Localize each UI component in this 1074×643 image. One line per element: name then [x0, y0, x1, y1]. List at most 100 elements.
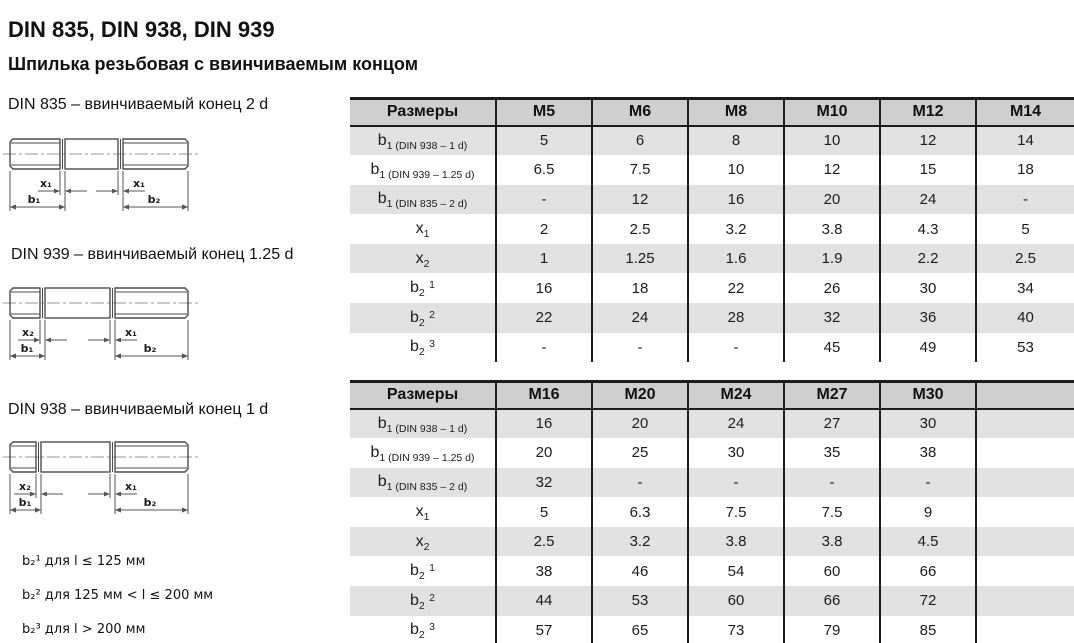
table-row: b2 2 44 53 60 66 72 [350, 586, 1074, 616]
row-label: b2 3 [350, 615, 497, 643]
col-header-sizes: Размеры [350, 97, 497, 127]
table-body: b1 (DIN 938 – 1 d) 16 20 24 27 30 b1 (DIN 939 … [350, 408, 1074, 643]
value-cell: - [784, 467, 881, 498]
row-label: b2 2 [350, 303, 497, 333]
row-label: b2 2 [350, 586, 497, 616]
col-header-M14: M14 [976, 97, 1074, 127]
row-label: b1 (DIN 939 – 1.25 d) [350, 155, 497, 185]
value-cell: 5 [496, 125, 593, 156]
row-label: x2 [350, 526, 497, 557]
table-row: b1 (DIN 939 – 1.25 d) 20 25 30 35 38 [350, 438, 1074, 468]
dim-label-b1: b₁ [28, 193, 41, 206]
value-cell: 27 [784, 408, 881, 439]
col-header-M12: M12 [880, 97, 977, 127]
page-title: DIN 835, DIN 938, DIN 939 [8, 16, 275, 42]
col-header-M30: M30 [880, 380, 977, 410]
table-row: b1 (DIN 938 – 1 d) 16 20 24 27 30 [350, 408, 1074, 439]
table-row: b2 3 57 65 73 79 85 [350, 615, 1074, 643]
value-cell: - [688, 467, 785, 498]
table-row: b1 (DIN 835 – 2 d) 32- - - - [350, 467, 1074, 498]
value-cell: 44 [496, 586, 593, 616]
value-cell: 5 [976, 214, 1074, 244]
value-cell: 30 [880, 273, 977, 304]
value-cell: 18 [976, 155, 1074, 185]
footnote-b2-2: b₂² для 125 мм < l ≤ 200 мм [22, 588, 214, 603]
row-label: b2 3 [350, 332, 497, 363]
row-label: b1 (DIN 938 – 1 d) [350, 125, 497, 156]
value-cell: 66 [784, 586, 881, 616]
din938-stud-drawing: x₂ x₁ b₁ b₂ [3, 441, 200, 514]
dimension-lines [9, 320, 189, 360]
value-cell: - [496, 332, 593, 363]
value-cell: 22 [688, 273, 785, 304]
value-cell: 30 [880, 408, 977, 439]
dim-label-x-left: x₂ [19, 480, 31, 493]
value-cell: 38 [496, 556, 593, 587]
table-body: b1 (DIN 938 – 1 d) 5 6 8 10 12 14 b1 (DIN 939 –… [350, 125, 1074, 363]
stud-outline [9, 138, 189, 170]
value-cell: 2.5 [976, 243, 1074, 274]
table-header: Размеры M5 M6 M8 M10 M12 M14 [350, 97, 1074, 127]
table-row: x1 5 6.3 7.5 7.5 9 [350, 497, 1074, 527]
col-header-M5: M5 [496, 97, 593, 127]
table-row: b1 (DIN 835 – 2 d) -12 16 20 24- [350, 184, 1074, 215]
drawing-caption-din938: DIN 938 – ввинчиваемый конец 1 d [8, 401, 269, 418]
value-cell: - [880, 467, 977, 498]
row-label: x1 [350, 214, 497, 244]
value-cell: 9 [880, 497, 977, 527]
value-cell: 10 [784, 125, 881, 156]
value-cell: 28 [688, 303, 785, 333]
value-cell: 53 [592, 586, 689, 616]
col-header-M8: M8 [688, 97, 785, 127]
value-cell: 35 [784, 438, 881, 468]
din835-stud-drawing: x₁ x₁ b₁ b₂ [3, 138, 200, 211]
value-cell: 20 [496, 438, 593, 468]
value-cell: 54 [688, 556, 785, 587]
value-cell: 46 [592, 556, 689, 587]
value-cell: - [496, 184, 593, 215]
value-cell: 25 [592, 438, 689, 468]
value-cell: 49 [880, 332, 977, 363]
dim-label-x-right: x₁ [125, 326, 137, 339]
value-cell: 6.3 [592, 497, 689, 527]
value-cell: 4.5 [880, 526, 977, 557]
col-header-M16: M16 [496, 380, 593, 410]
value-cell: 40 [976, 303, 1074, 333]
col-header-M20: M20 [592, 380, 689, 410]
value-cell: 7.5 [688, 497, 785, 527]
value-cell: 12 [880, 125, 977, 156]
dim-label-b1: b₁ [21, 342, 34, 355]
dimension-lines [9, 171, 189, 211]
value-cell: 24 [688, 408, 785, 439]
value-cell: 8 [688, 125, 785, 156]
value-cell: 3.8 [688, 526, 785, 557]
value-cell: 18 [592, 273, 689, 304]
value-cell: 60 [784, 556, 881, 587]
value-cell: 14 [976, 125, 1074, 156]
value-cell: 12 [592, 184, 689, 215]
dim-label-b2: b₂ [148, 193, 161, 206]
page-subtitle: Шпилька резьбовая с ввинчиваемым концом [8, 54, 419, 74]
row-label: x1 [350, 497, 497, 527]
value-cell: 79 [784, 615, 881, 643]
value-cell: 57 [496, 615, 593, 643]
row-label: b1 (DIN 938 – 1 d) [350, 408, 497, 439]
value-cell: 16 [688, 184, 785, 215]
value-cell: 73 [688, 615, 785, 643]
value-cell: 3.8 [784, 214, 881, 244]
value-cell [976, 467, 1074, 498]
value-cell: 5 [496, 497, 593, 527]
dim-label-x-left: x₂ [22, 326, 34, 339]
value-cell: 3.8 [784, 526, 881, 557]
table-row: x2 2.5 3.2 3.8 3.8 4.5 [350, 526, 1074, 557]
table-row: x1 2 2.5 3.2 3.8 4.3 5 [350, 214, 1074, 244]
value-cell [976, 408, 1074, 439]
dimensions-table-m5-m14: Размеры M5 M6 M8 M10 M12 M14 b1 (DIN 938 – 1 d… [350, 97, 1074, 363]
table-row: b2 1 16 18 22 26 30 34 [350, 273, 1074, 304]
value-cell: 20 [784, 184, 881, 215]
value-cell [976, 615, 1074, 643]
col-header-M27: M27 [784, 380, 881, 410]
value-cell: 16 [496, 408, 593, 439]
header-row: Размеры M5 M6 M8 M10 M12 M14 [350, 97, 1074, 127]
value-cell: 60 [688, 586, 785, 616]
